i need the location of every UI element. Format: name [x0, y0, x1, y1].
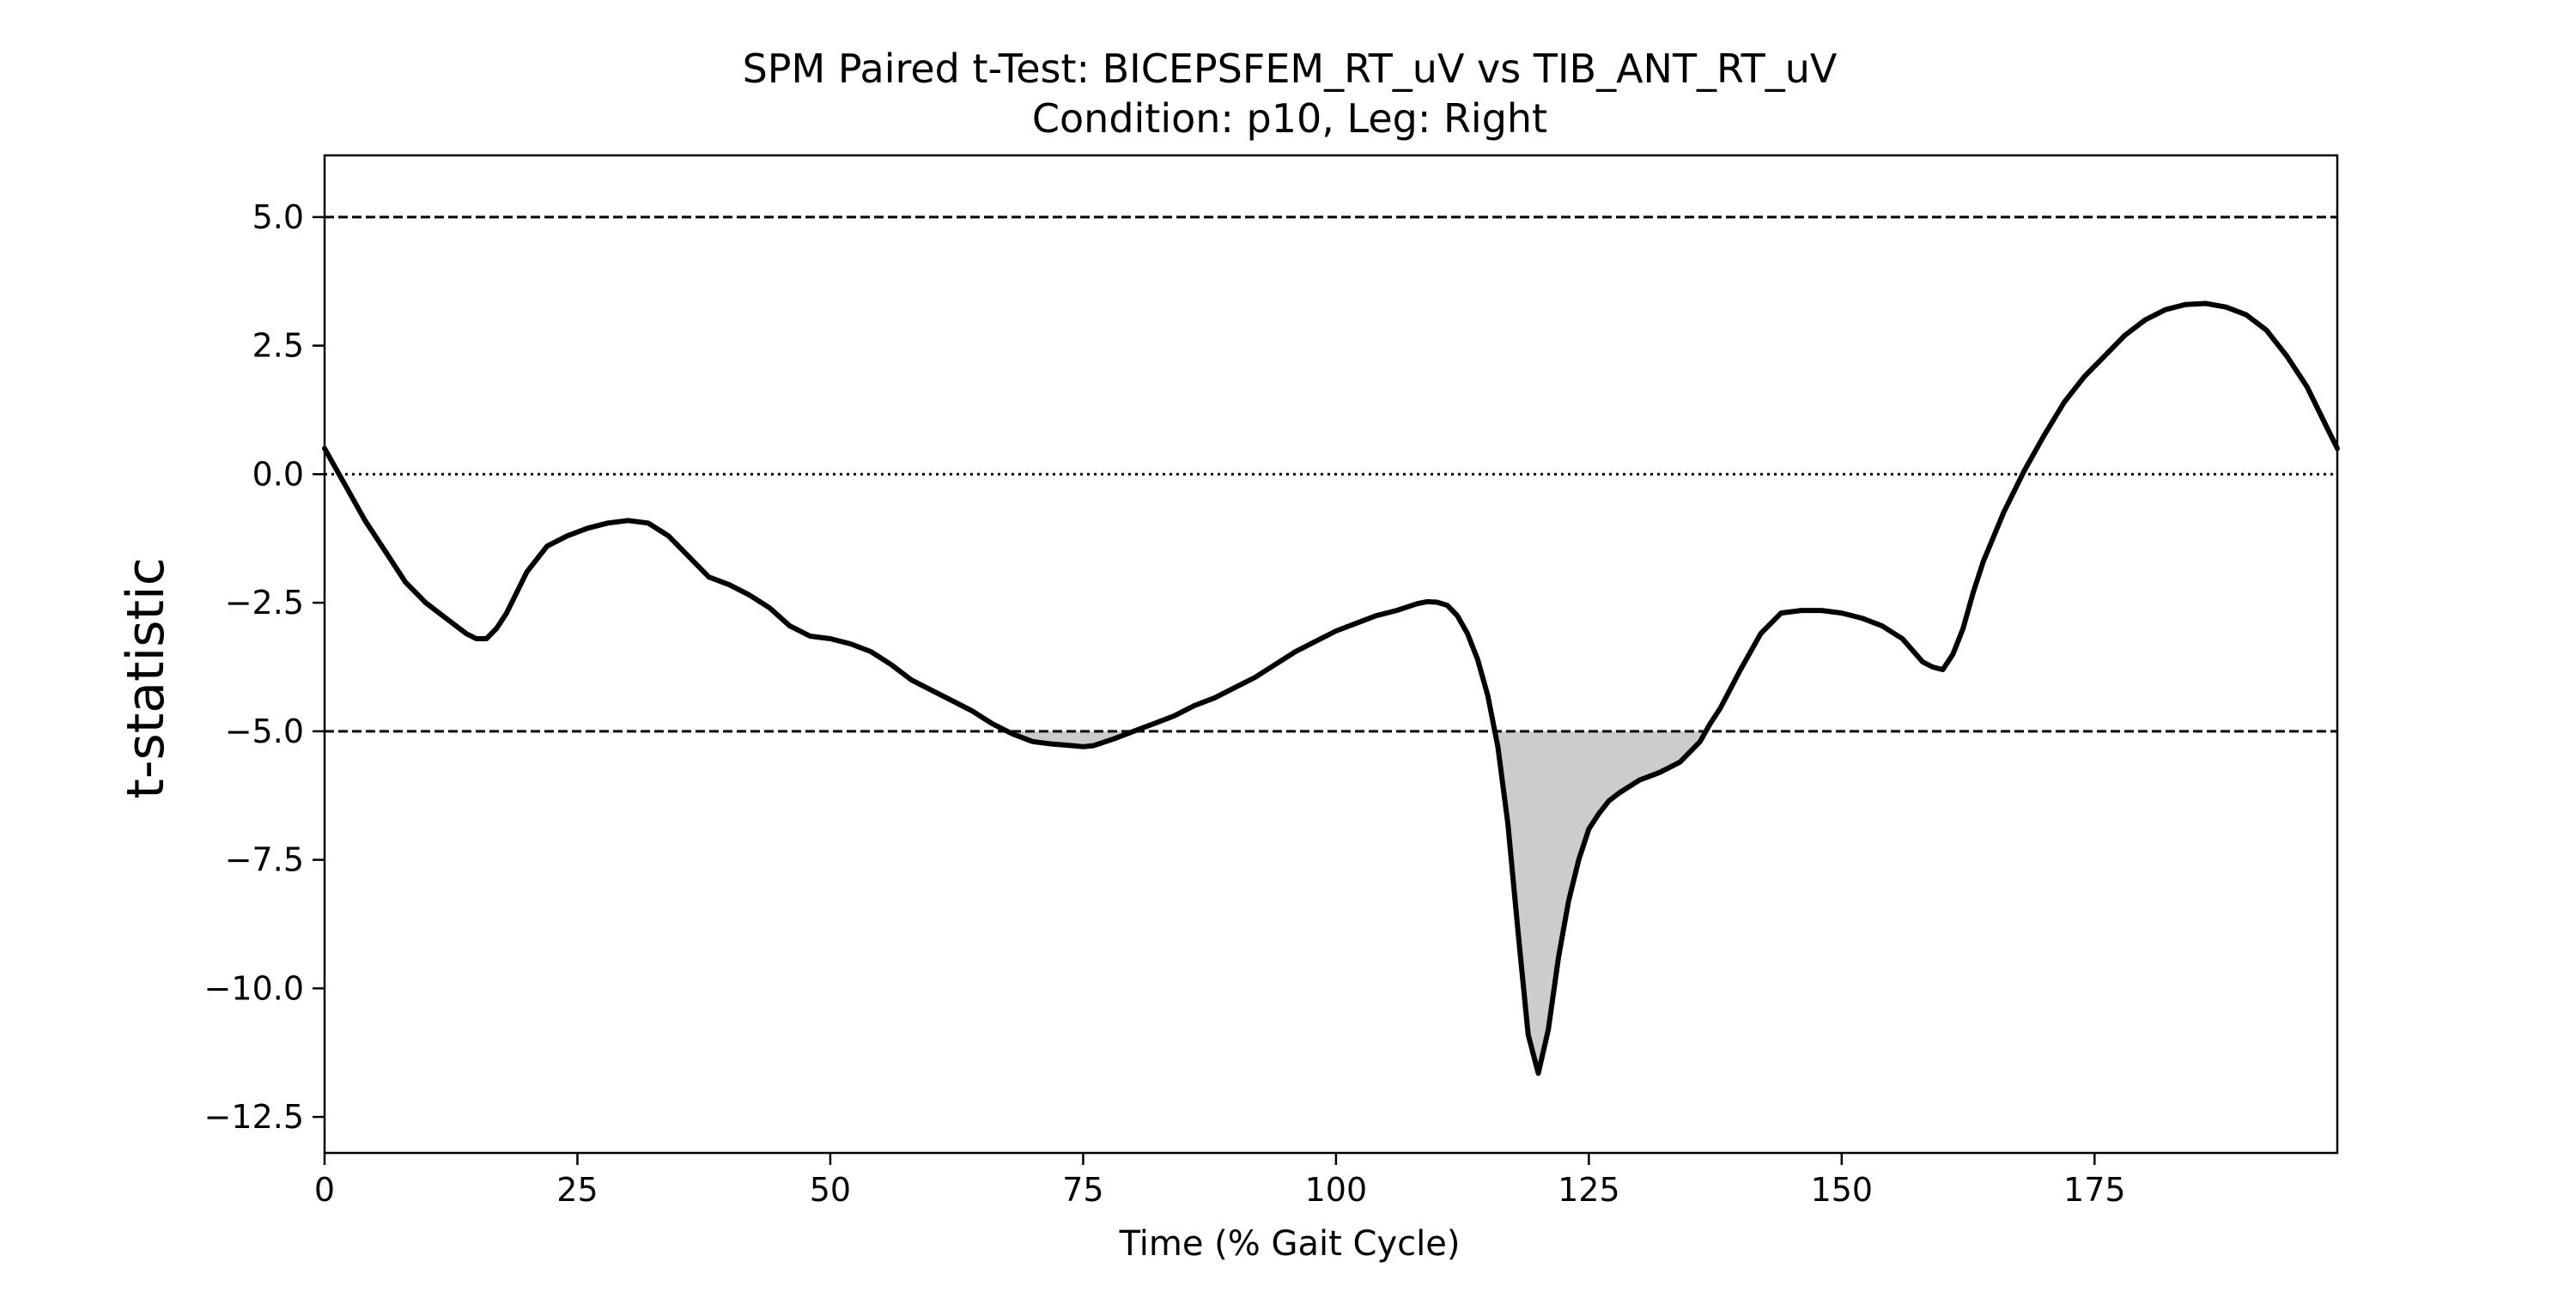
significance-cluster-1: [1007, 731, 1134, 747]
significance-cluster-2: [1494, 731, 1706, 1074]
significance-fill-layer: [1007, 731, 1706, 1074]
x-tick-label: 125: [1558, 1171, 1620, 1209]
x-tick-label: 100: [1305, 1171, 1368, 1209]
reference-lines: [325, 215, 2337, 733]
y-tick-label: −12.5: [204, 1098, 304, 1136]
y-axis-label: t-statistic: [116, 557, 176, 798]
series-layer: [322, 300, 2340, 1077]
y-axis-ticks: 5.0 2.5 0.0 −2.5 −5.0 −7.5 −10.0 −12.5: [204, 198, 325, 1136]
x-tick-label: 0: [314, 1171, 335, 1209]
y-tick-label: −7.5: [225, 841, 304, 879]
x-tick-label: 175: [2063, 1171, 2126, 1209]
x-tick-label: 75: [1062, 1171, 1103, 1209]
x-tick-label: 50: [810, 1171, 851, 1209]
y-tick-label: −2.5: [225, 584, 304, 622]
x-tick-label: 150: [1811, 1171, 1874, 1209]
y-tick-label: −10.0: [204, 969, 304, 1007]
y-tick-label: 2.5: [252, 327, 304, 365]
x-axis-ticks: 0 25 50 75 100 125 150 175: [314, 1153, 2126, 1209]
chart-title: SPM Paired t-Test: BICEPSFEM_RT_uV vs TI…: [743, 45, 1838, 92]
chart-subtitle: Condition: p10, Leg: Right: [1032, 95, 1547, 142]
t-statistic-line: [322, 300, 2340, 1077]
x-tick-label: 25: [556, 1171, 598, 1209]
y-tick-label: 5.0: [252, 198, 304, 236]
y-tick-label: −5.0: [225, 713, 304, 750]
x-axis-label: Time (% Gait Cycle): [1119, 1224, 1461, 1264]
plot-frame: [323, 154, 2339, 1155]
y-tick-label: 0.0: [252, 455, 304, 493]
